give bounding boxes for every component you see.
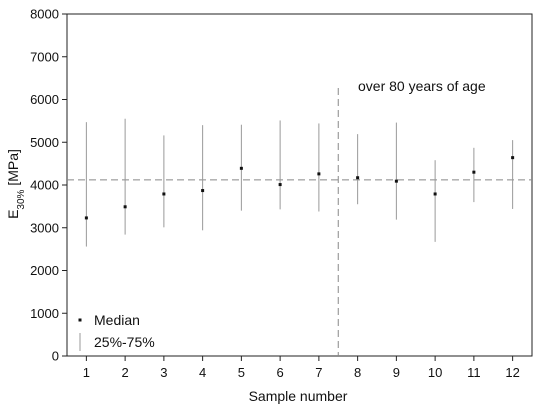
y-tick-label: 6000 [30, 92, 59, 107]
median-point [162, 192, 166, 196]
plot-frame [66, 13, 533, 357]
x-tick-label: 6 [277, 365, 284, 380]
median-point [239, 166, 243, 170]
y-axis-label: E30% [MPa] [5, 149, 27, 219]
y-tick-label: 1000 [30, 306, 59, 321]
legend-iqr-label: 25%-75% [94, 334, 155, 350]
y-axis-label-sub: 30% [16, 189, 27, 209]
legend-median-marker [78, 318, 82, 322]
legend: Median 25%-75% [78, 312, 155, 351]
median-point [201, 189, 205, 193]
marks [84, 118, 515, 247]
x-tick-label: 10 [428, 365, 442, 380]
median-point [394, 179, 398, 183]
median-point [84, 216, 88, 220]
median-point [511, 156, 515, 160]
y-tick-label: 7000 [30, 49, 59, 64]
y-axis-label-main: E [5, 210, 21, 219]
x-axis-label: Sample number [249, 388, 348, 404]
x-tick-label: 1 [83, 365, 90, 380]
x-tick-label: 3 [160, 365, 167, 380]
y-tick-label: 0 [52, 349, 59, 364]
legend-median-label: Median [94, 312, 140, 328]
annotation-over-80: over 80 years of age [358, 78, 486, 94]
x-tick-label: 5 [238, 365, 245, 380]
y-axis-label-unit: [MPa] [5, 149, 21, 189]
x-axis: 1 2 3 4 5 6 7 8 9 10 11 12 [83, 356, 520, 380]
x-tick-label: 9 [393, 365, 400, 380]
x-tick-label: 2 [122, 365, 129, 380]
plot-area [66, 13, 533, 357]
y-tick-label: 3000 [30, 220, 59, 235]
y-tick-label: 8000 [30, 7, 59, 22]
x-tick-label: 7 [315, 365, 322, 380]
y-tick-label: 2000 [30, 263, 59, 278]
x-tick-label: 8 [354, 365, 361, 380]
y-tick-label: 4000 [30, 178, 59, 193]
median-point [433, 192, 437, 196]
x-tick-label: 4 [199, 365, 206, 380]
y-axis: 0 1000 2000 3000 4000 5000 6000 7000 8000 [30, 7, 67, 364]
x-tick-label: 12 [505, 365, 519, 380]
median-point [356, 176, 360, 180]
median-point [123, 205, 127, 209]
median-point [317, 172, 321, 176]
x-tick-label: 11 [467, 365, 481, 380]
median-point [472, 170, 476, 174]
y-tick-label: 5000 [30, 135, 59, 150]
median-point [278, 183, 282, 187]
